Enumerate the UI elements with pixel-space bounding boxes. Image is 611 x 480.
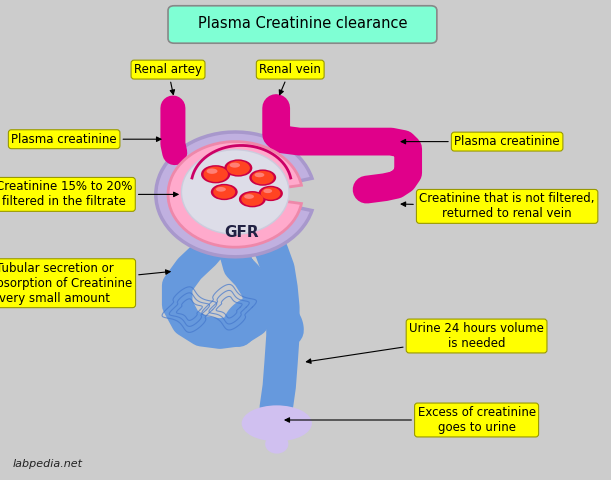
Text: Renal vein: Renal vein xyxy=(259,63,321,95)
Ellipse shape xyxy=(230,163,240,168)
Wedge shape xyxy=(168,142,301,247)
Ellipse shape xyxy=(203,167,228,182)
Ellipse shape xyxy=(254,173,265,177)
Ellipse shape xyxy=(252,171,274,184)
Ellipse shape xyxy=(213,185,235,199)
Ellipse shape xyxy=(263,189,272,193)
Ellipse shape xyxy=(211,184,238,200)
Circle shape xyxy=(181,150,289,234)
Ellipse shape xyxy=(207,168,218,174)
Text: Plasma creatinine: Plasma creatinine xyxy=(12,132,161,146)
Ellipse shape xyxy=(216,187,226,192)
Text: Creatinine that is not filtered,
returned to renal vein: Creatinine that is not filtered, returne… xyxy=(401,192,595,220)
Ellipse shape xyxy=(224,159,252,177)
Text: Tubular secretion or
reabsorption of Creatinine
very small amount: Tubular secretion or reabsorption of Cre… xyxy=(0,262,170,305)
Text: Creatinine 15% to 20%
filtered in the filtrate: Creatinine 15% to 20% filtered in the fi… xyxy=(0,180,178,208)
Ellipse shape xyxy=(239,191,266,207)
Ellipse shape xyxy=(249,169,276,186)
Ellipse shape xyxy=(241,192,263,206)
Text: Plasma Creatinine clearance: Plasma Creatinine clearance xyxy=(198,16,407,32)
Ellipse shape xyxy=(242,405,312,442)
FancyBboxPatch shape xyxy=(168,6,437,43)
Text: Excess of creatinine
goes to urine: Excess of creatinine goes to urine xyxy=(285,406,536,434)
Ellipse shape xyxy=(265,434,288,454)
Text: GFR: GFR xyxy=(224,225,258,240)
Ellipse shape xyxy=(244,194,254,199)
Ellipse shape xyxy=(261,187,280,200)
Wedge shape xyxy=(156,132,312,257)
Text: Renal artey: Renal artey xyxy=(134,63,202,95)
Text: Plasma creatinine: Plasma creatinine xyxy=(401,135,560,148)
Text: labpedia.net: labpedia.net xyxy=(12,459,82,469)
Ellipse shape xyxy=(227,161,250,175)
Text: Urine 24 hours volume
is needed: Urine 24 hours volume is needed xyxy=(307,322,544,363)
Ellipse shape xyxy=(258,186,283,201)
Ellipse shape xyxy=(201,165,230,183)
